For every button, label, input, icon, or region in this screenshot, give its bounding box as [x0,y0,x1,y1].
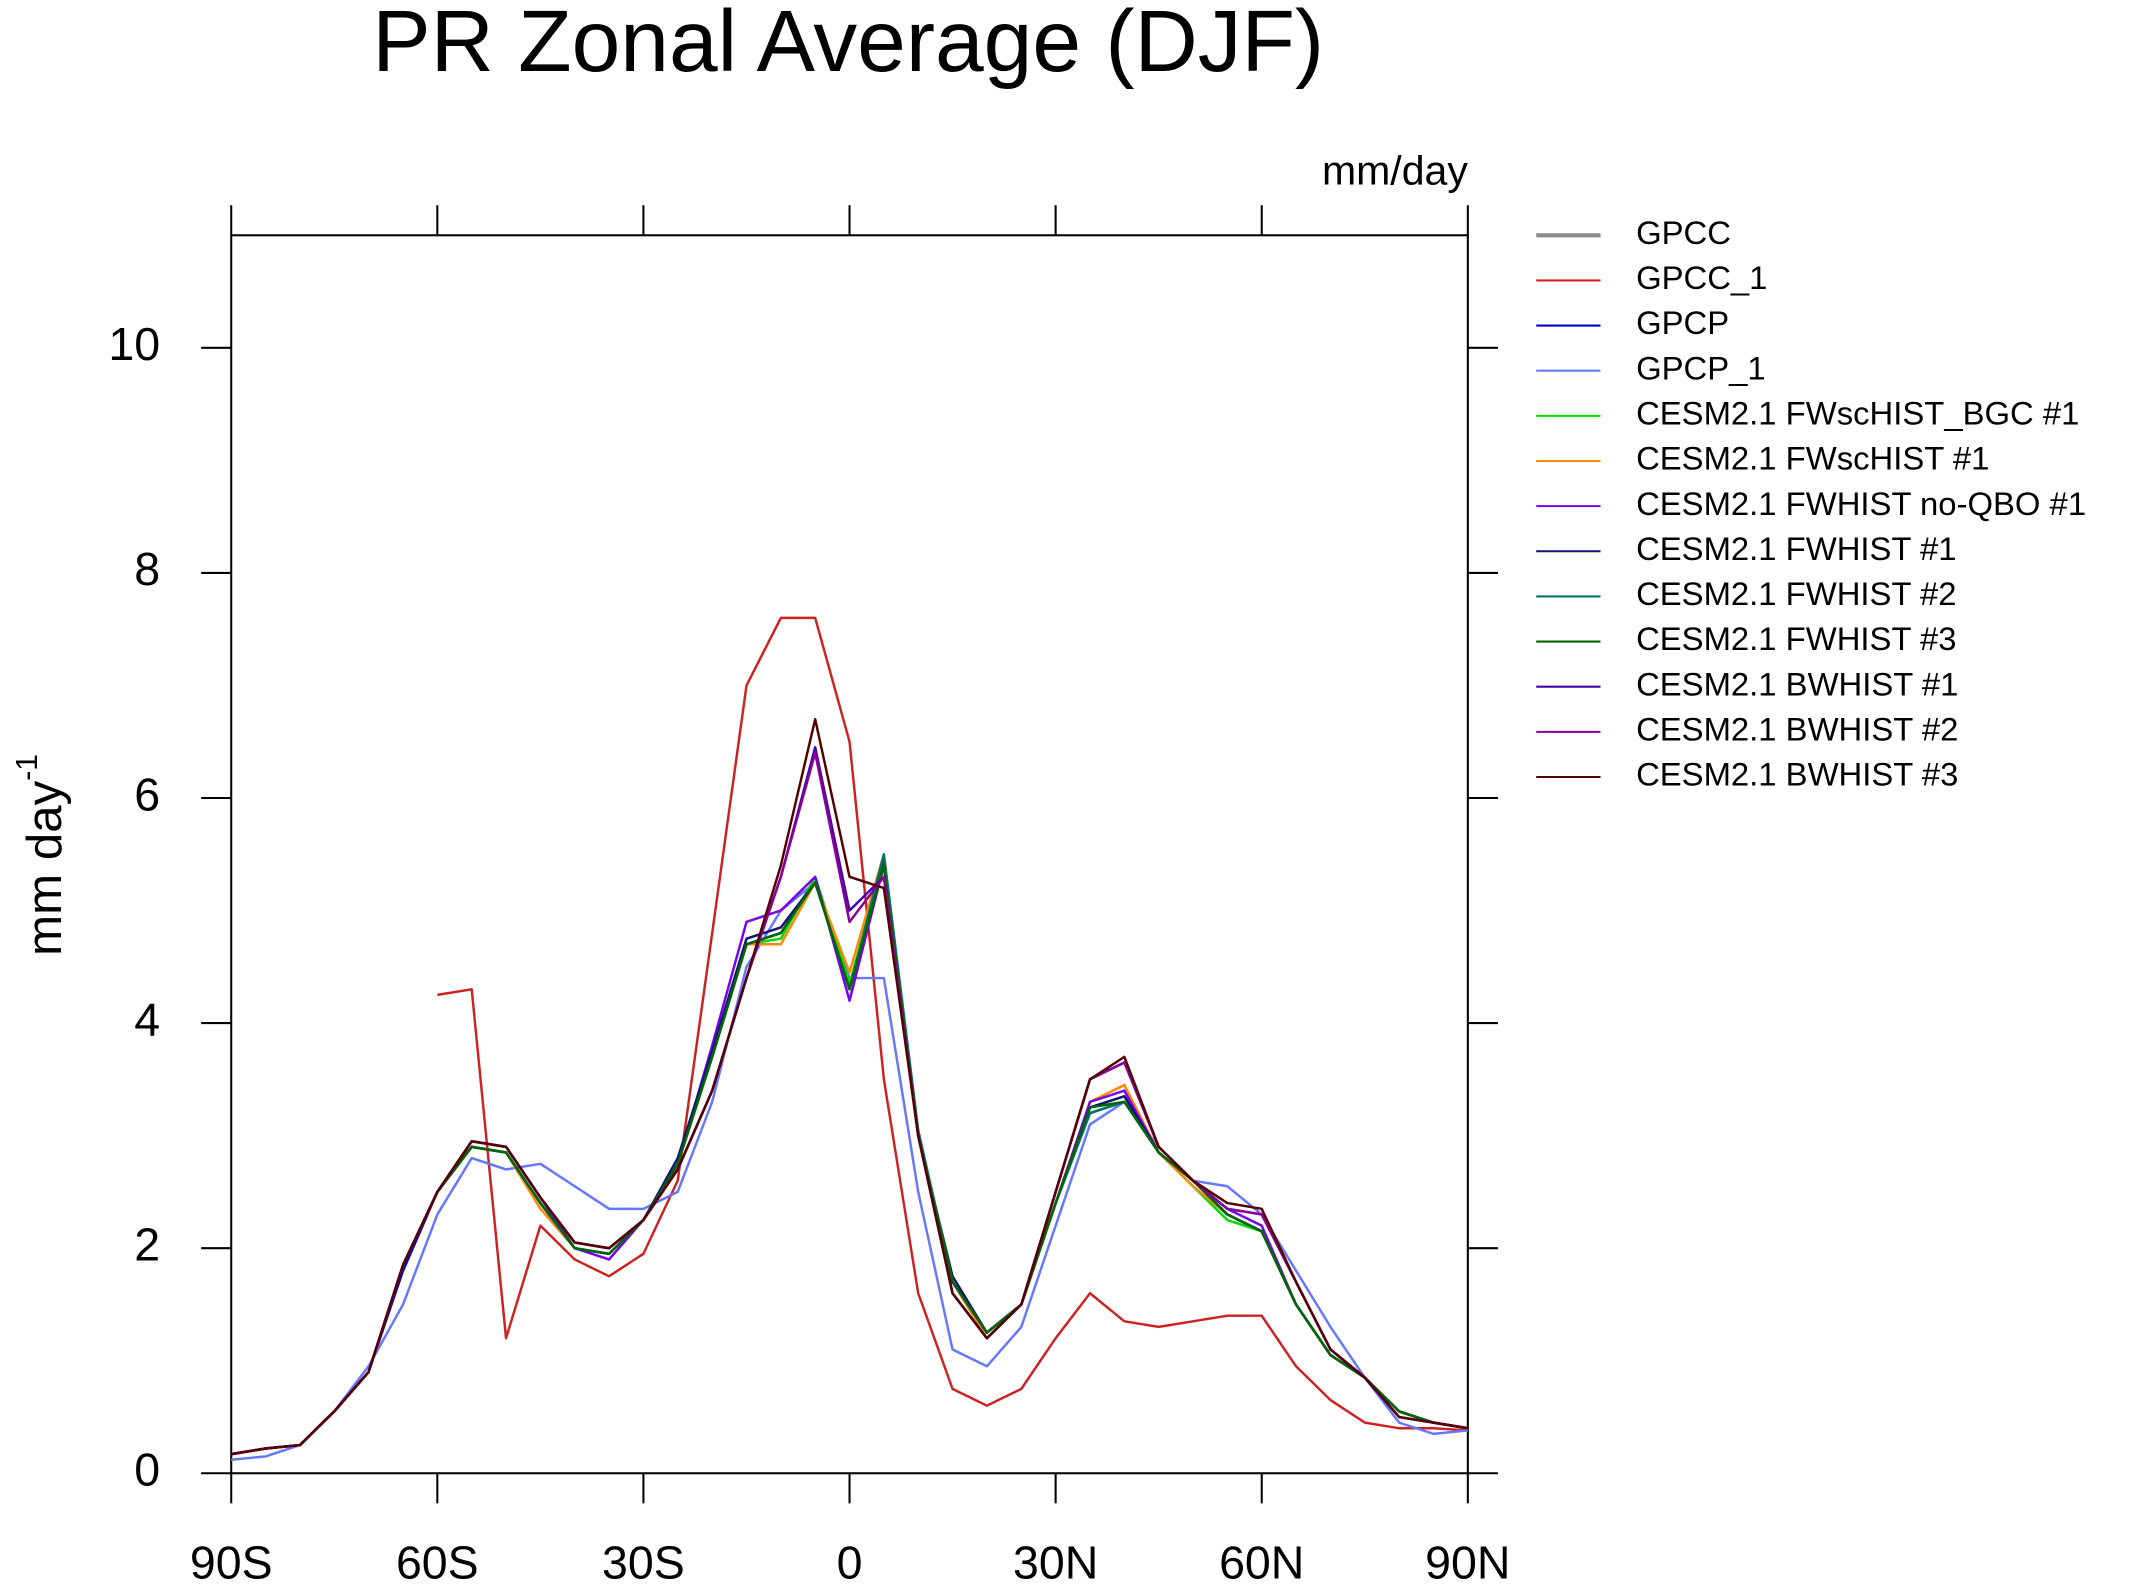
chart-title: PR Zonal Average (DJF) [372,0,1324,90]
x-tick-label: 60N [1219,1537,1304,1589]
x-tick-label: 0 [837,1537,863,1589]
legend-label: GPCC [1636,214,1731,251]
y-tick-label: 8 [134,543,160,595]
plot-frame [230,234,1469,1475]
legend-label: CESM2.1 FWscHIST #1 [1636,440,1989,477]
series-line [231,853,1469,1456]
series-line [231,718,1469,1456]
legend-label: GPCP_1 [1636,349,1766,386]
y-axis-label: mm day-1 [11,754,72,956]
x-tick-label: 90N [1425,1537,1510,1589]
series-line [231,858,1469,1456]
x-tick-label: 30S [602,1537,685,1589]
legend-label: GPCC_1 [1636,259,1767,296]
series-line [437,616,1468,1432]
legend-label: CESM2.1 BWHIST #3 [1636,756,1958,793]
series-line [231,864,1469,1456]
series-line [231,858,1469,1456]
y-tick-label: 4 [134,993,160,1045]
legend-label: CESM2.1 BWHIST #1 [1636,665,1958,702]
y-tick-label: 10 [108,318,160,370]
y-axis-label-main: mm day [17,780,72,955]
y-axis-label-sup: -1 [11,754,44,781]
legend-label: CESM2.1 BWHIST #2 [1636,711,1958,748]
units-label: mm/day [1322,148,1468,194]
x-tick-label: 90S [190,1537,273,1589]
series-line [231,853,1469,1456]
legend-label: CESM2.1 FWHIST #2 [1636,575,1956,612]
legend-label: CESM2.1 FWscHIST_BGC #1 [1636,395,2079,432]
y-tick-label: 2 [134,1218,160,1270]
x-tick-label: 60S [396,1537,479,1589]
series-line [231,864,1469,1456]
series-line [231,751,1469,1456]
legend-label: CESM2.1 FWHIST #3 [1636,620,1956,657]
legend-label: GPCP [1636,304,1729,341]
y-tick-label: 0 [134,1444,160,1496]
x-tick-label: 30N [1013,1537,1098,1589]
series-line [231,858,1469,1456]
legend-label: CESM2.1 FWHIST #1 [1636,530,1956,567]
y-tick-label: 6 [134,768,160,820]
legend-label: CESM2.1 FWHIST no-QBO #1 [1636,485,2086,522]
